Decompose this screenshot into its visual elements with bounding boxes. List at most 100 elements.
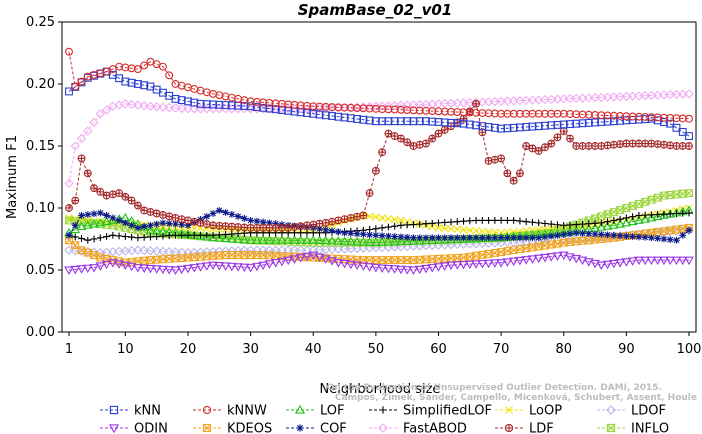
data-point — [510, 234, 518, 242]
data-point — [447, 234, 455, 242]
data-point — [522, 244, 531, 253]
data-point — [477, 97, 488, 107]
series-layer — [64, 47, 694, 276]
data-point — [559, 238, 568, 247]
data-point — [608, 220, 619, 229]
data-point — [496, 259, 506, 268]
legend-item-inflo: INFLO — [597, 422, 669, 434]
data-point — [659, 90, 669, 100]
data-point — [321, 244, 331, 255]
legend-item-loop: LoOP — [495, 404, 562, 419]
legend-label: COF — [320, 422, 347, 434]
data-point — [541, 233, 549, 241]
data-point — [196, 219, 205, 227]
data-point — [127, 196, 136, 205]
data-point — [446, 98, 456, 109]
data-point — [408, 266, 419, 276]
data-point — [358, 237, 369, 246]
data-point — [158, 102, 168, 112]
data-point — [541, 220, 549, 227]
data-point — [421, 264, 431, 274]
data-point — [584, 236, 593, 245]
data-point — [289, 245, 300, 255]
data-point — [70, 265, 81, 275]
data-point — [121, 233, 129, 240]
data-point — [140, 223, 148, 230]
data-point — [71, 196, 80, 205]
data-point — [421, 99, 431, 110]
data-point — [554, 221, 561, 229]
data-point — [440, 126, 449, 134]
data-point — [183, 264, 193, 274]
data-point — [201, 231, 212, 241]
data-point — [334, 228, 342, 236]
data-point — [627, 91, 638, 101]
data-point — [484, 228, 493, 236]
data-point — [222, 231, 229, 238]
data-point — [365, 212, 374, 221]
data-point — [510, 217, 518, 224]
data-point — [190, 231, 198, 239]
x-tick-label: 20 — [180, 342, 197, 357]
data-point — [294, 404, 306, 414]
data-point — [327, 257, 337, 266]
data-point — [245, 245, 256, 255]
data-point — [452, 98, 462, 108]
x-tick-label: 80 — [555, 342, 572, 357]
data-point — [145, 264, 156, 274]
data-point — [109, 214, 117, 222]
data-point — [672, 123, 681, 132]
data-point — [316, 225, 323, 233]
data-point — [202, 88, 211, 97]
data-point — [577, 256, 588, 266]
data-point — [222, 209, 229, 216]
data-point — [302, 252, 312, 262]
data-point — [327, 244, 337, 255]
data-point — [602, 92, 613, 102]
y-tick-label: 0.25 — [26, 15, 55, 30]
y-axis-label: Maximum F1 — [5, 135, 20, 219]
data-point — [616, 232, 624, 240]
data-point — [82, 220, 93, 229]
data-point — [151, 265, 162, 274]
data-point — [302, 235, 312, 244]
data-point — [621, 258, 632, 267]
data-point — [439, 262, 450, 271]
data-point — [447, 218, 455, 226]
data-point — [378, 423, 388, 433]
x-tick-label: 50 — [368, 342, 385, 357]
data-point — [577, 93, 588, 103]
data-point — [640, 197, 650, 206]
data-point — [604, 218, 611, 226]
data-point — [184, 216, 192, 225]
data-point — [372, 213, 380, 221]
data-point — [402, 266, 413, 275]
data-point — [77, 154, 86, 163]
data-point — [259, 218, 267, 226]
data-point — [478, 227, 487, 236]
data-point — [584, 93, 594, 103]
data-point — [378, 224, 386, 232]
data-point — [208, 232, 218, 242]
data-point — [678, 189, 688, 198]
data-point — [184, 221, 192, 229]
data-point — [70, 141, 80, 151]
data-point — [597, 219, 605, 227]
data-point — [440, 224, 449, 233]
data-point — [172, 231, 179, 239]
data-point — [183, 247, 193, 258]
data-point — [309, 220, 318, 229]
data-point — [315, 219, 324, 228]
data-point — [270, 259, 281, 268]
data-point — [453, 218, 461, 226]
data-point — [389, 265, 400, 274]
data-point — [652, 256, 663, 266]
data-point — [151, 102, 162, 112]
data-point — [151, 246, 162, 256]
data-point — [415, 140, 424, 149]
data-point — [383, 264, 394, 274]
credit: Campos, Zimek, Sander, Campello, Micenko… — [327, 383, 697, 403]
data-point — [458, 98, 469, 108]
data-point — [84, 236, 92, 244]
data-point — [109, 231, 117, 239]
